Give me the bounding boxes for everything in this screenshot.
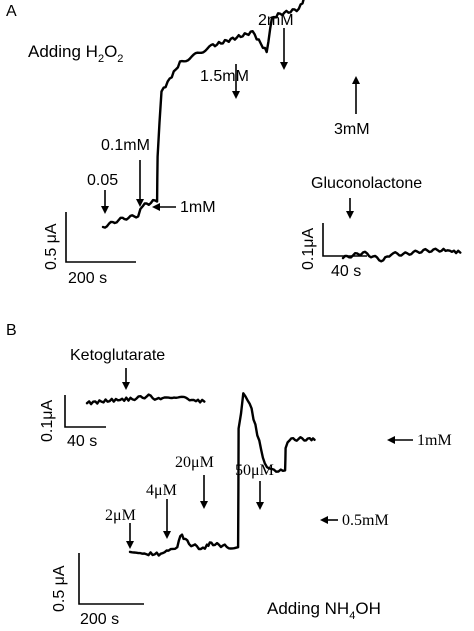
panel-b-letter: B [6, 322, 17, 339]
annotation-arrow-head [136, 199, 144, 207]
panel-a-letter: A [6, 3, 17, 20]
panel-a-title: Adding H2O2 [28, 42, 123, 65]
annotation-arrow-head [256, 502, 264, 510]
annotation-arrow-head [232, 91, 240, 99]
panel-b-inset-arrow-head [122, 382, 130, 390]
annotation-label: 1mM [417, 432, 452, 449]
annotation-arrow-head [200, 501, 208, 509]
panel-b-inset-label: Ketoglutarate [70, 347, 165, 364]
panel-a-inset-label: Gluconolactone [311, 175, 422, 192]
annotation-arrow-head [163, 531, 171, 539]
panel-b-scale-x: 200 s [80, 611, 119, 628]
annotation-arrow-head [152, 203, 160, 211]
panel-b-scale-bar [78, 553, 144, 605]
annotation-label: 20μM [175, 454, 214, 471]
panel-a-inset-scale-x: 40 s [331, 263, 361, 280]
annotation-label: 0.5mM [342, 512, 389, 529]
panel-b-title-part: OH [355, 599, 381, 618]
panel-b-trace-0 [128, 392, 316, 557]
annotation-arrow-head [352, 76, 360, 84]
panel-a-inset-trace-0 [341, 247, 462, 263]
panel-b-inset-scale-x: 40 s [67, 433, 97, 450]
panel-a-scale-x: 200 s [68, 270, 107, 287]
annotation-label: 3mM [334, 121, 370, 138]
panel-a-scale-bar [65, 212, 136, 263]
panel-b-inset-scale-y: 0.1μA [39, 400, 56, 442]
annotation-layer: 0.05 0.1mM 1mM 1.5mM 2mM 3mM 2μM 4μM 20μM 50μM 0.5… [87, 12, 452, 549]
panel-a-title-part: O [104, 42, 117, 61]
annotation-label: 4μM [146, 482, 177, 499]
panel-a-inset-scale-y: 0.1μA [300, 228, 317, 270]
panel-a-inset-scale-bar [322, 223, 367, 257]
annotation-label: 1.5mM [200, 68, 249, 85]
panel-b-title-sub: 4 [349, 610, 355, 622]
trace-layer [85, 0, 462, 557]
panel-b-title-part: Adding NH [267, 599, 349, 618]
panel-a-title-part: Adding H [28, 42, 98, 61]
panel-b-title: Adding NH4OH [267, 599, 381, 622]
panel-b-scale-y: 0.5 μA [51, 565, 68, 612]
annotation-label: 2mM [258, 12, 294, 29]
annotation-arrow-head [320, 516, 328, 524]
panel-b-inset-trace-0 [85, 393, 206, 406]
panel-a-title-sub: 2 [98, 53, 104, 65]
panel-a-inset-arrow-head [346, 211, 354, 219]
annotation-arrow-head [101, 206, 109, 214]
annotation-arrow-head [126, 541, 134, 549]
panel-a-title-sub: 2 [117, 53, 123, 65]
panel-a-scale-y: 0.5 μA [43, 223, 60, 270]
annotation-label: 0.1mM [101, 137, 150, 154]
annotation-arrow-head [387, 436, 395, 444]
annotation-label: 2μM [105, 507, 136, 524]
panel-b-inset-scale-bar [64, 395, 106, 428]
annotation-label: 0.05 [87, 172, 118, 189]
annotation-label: 1mM [180, 199, 216, 216]
panel-a-trace-0 [101, 0, 305, 229]
annotation-label: 50μM [235, 462, 274, 479]
annotation-arrow-head [280, 62, 288, 70]
